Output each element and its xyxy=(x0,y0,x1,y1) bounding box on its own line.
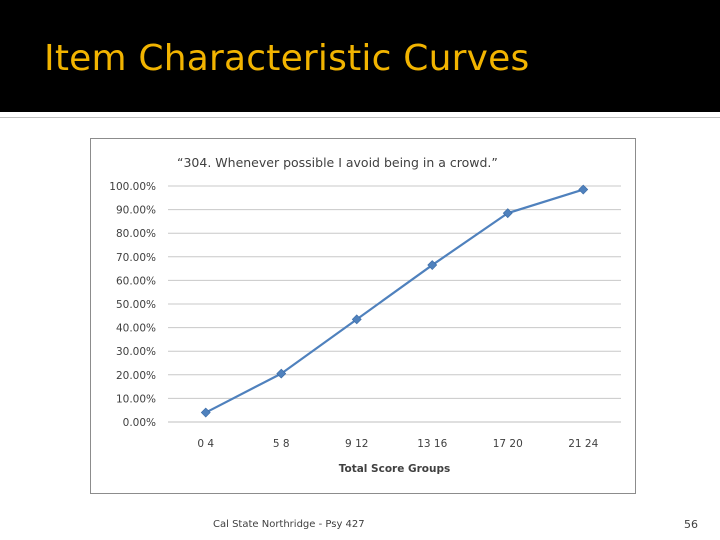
x-tick-label: 9 12 xyxy=(345,438,368,450)
chart-frame: “304. Whenever possible I avoid being in… xyxy=(90,138,636,494)
chart-title: “304. Whenever possible I avoid being in… xyxy=(177,155,498,170)
slide-title: Item Characteristic Curves xyxy=(44,38,530,79)
x-axis-label: Total Score Groups xyxy=(339,463,451,475)
data-point xyxy=(351,314,362,325)
line-chart: “304. Whenever possible I avoid being in… xyxy=(109,155,621,475)
x-tick-label: 17 20 xyxy=(493,438,523,450)
title-divider xyxy=(0,117,720,118)
y-tick-label: 100.00% xyxy=(109,181,156,193)
data-point xyxy=(276,368,287,379)
y-tick-label: 40.00% xyxy=(116,323,156,335)
y-tick-label: 90.00% xyxy=(116,205,156,217)
data-point xyxy=(200,407,211,418)
y-tick-label: 50.00% xyxy=(116,299,156,311)
y-tick-label: 20.00% xyxy=(116,370,156,382)
series-line xyxy=(205,188,584,414)
y-tick-label: 60.00% xyxy=(116,275,156,287)
footer-text: Cal State Northridge - Psy 427 xyxy=(213,519,365,530)
y-tick-label: 10.00% xyxy=(116,393,156,405)
data-point xyxy=(578,184,589,195)
title-bar: Item Characteristic Curves xyxy=(0,0,720,112)
x-tick-label: 5 8 xyxy=(273,438,290,450)
data-point xyxy=(502,208,513,219)
y-tick-label: 0.00% xyxy=(123,417,156,429)
x-tick-label: 0 4 xyxy=(197,438,214,450)
y-tick-label: 70.00% xyxy=(116,252,156,264)
x-tick-label: 21 24 xyxy=(568,438,598,450)
y-tick-label: 30.00% xyxy=(116,346,156,358)
page-number: 56 xyxy=(684,518,698,531)
data-point xyxy=(427,260,438,270)
y-tick-label: 80.00% xyxy=(116,228,156,240)
x-tick-label: 13 16 xyxy=(417,438,447,450)
